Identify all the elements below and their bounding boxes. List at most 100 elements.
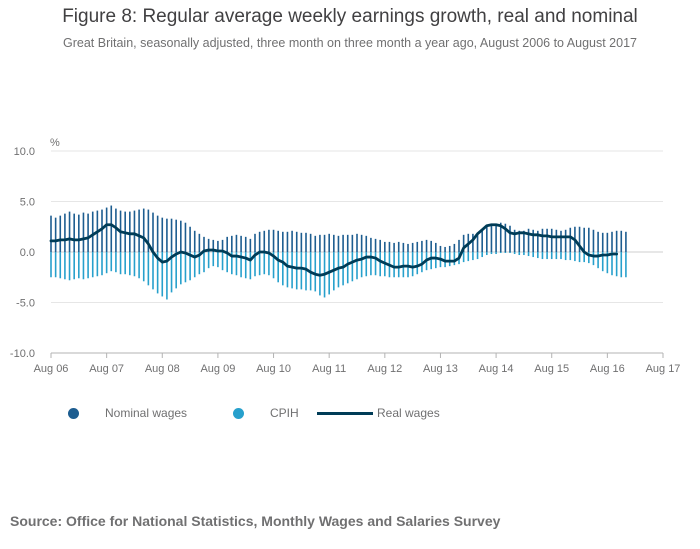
nominal-wages-bar bbox=[425, 239, 428, 252]
nominal-wages-bar bbox=[476, 232, 479, 252]
cpih-bar bbox=[620, 252, 623, 278]
legend-item-real-wages[interactable]: Real wages bbox=[317, 406, 440, 420]
cpih-bar bbox=[286, 252, 289, 288]
nominal-wages-bar bbox=[263, 230, 266, 252]
nominal-wages-bar bbox=[50, 215, 52, 252]
cpih-bar bbox=[597, 252, 599, 269]
cpih-bar bbox=[198, 252, 201, 275]
y-tick-label: 10.0 bbox=[14, 146, 35, 158]
cpih-bar bbox=[462, 252, 465, 263]
cpih-bar bbox=[207, 252, 210, 269]
nominal-wages-bar bbox=[583, 227, 585, 252]
cpih-bar bbox=[411, 252, 414, 277]
cpih-bar bbox=[360, 252, 363, 278]
legend: Nominal wages CPIH Real wages bbox=[0, 406, 700, 426]
cpih-bar bbox=[96, 252, 99, 277]
cpih-bar bbox=[448, 252, 451, 267]
nominal-wages-bar bbox=[421, 240, 423, 252]
cpih-bar bbox=[342, 252, 344, 286]
cpih-bar bbox=[430, 252, 432, 270]
nominal-wages-bar bbox=[295, 231, 298, 252]
nominal-wages-bar bbox=[490, 224, 493, 252]
cpih-bar bbox=[421, 252, 423, 273]
nominal-wages-bar bbox=[397, 241, 400, 252]
nominal-wages-bar bbox=[268, 229, 270, 252]
cpih-bar bbox=[588, 252, 590, 264]
cpih-bar bbox=[379, 252, 381, 277]
nominal-wages-bar bbox=[444, 246, 446, 252]
nominal-wages-bar bbox=[258, 231, 261, 252]
cpih-bar bbox=[226, 252, 228, 273]
cpih-bar bbox=[221, 252, 224, 271]
nominal-wages-bar bbox=[152, 212, 154, 252]
nominal-wages-bar bbox=[435, 242, 437, 252]
cpih-bar bbox=[319, 252, 321, 296]
cpih-bar bbox=[119, 252, 122, 275]
nominal-wages-bar bbox=[509, 225, 511, 252]
nominal-wages-bar bbox=[356, 233, 358, 252]
cpih-bar bbox=[87, 252, 89, 279]
nominal-wages-bar bbox=[620, 230, 623, 252]
nominal-wages-bar bbox=[328, 233, 330, 252]
nominal-wages-bar bbox=[189, 226, 191, 252]
x-tick-label: Aug 06 bbox=[34, 363, 69, 375]
nominal-wages-bar bbox=[226, 236, 228, 252]
nominal-wages-bar bbox=[601, 232, 604, 252]
legend-item-nominal-wages[interactable]: Nominal wages bbox=[68, 406, 187, 420]
nominal-wages-bar bbox=[546, 228, 548, 252]
cpih-bar bbox=[147, 252, 150, 286]
cpih-bar bbox=[300, 252, 303, 290]
cpih-bar bbox=[407, 252, 409, 278]
nominal-wages-bar bbox=[606, 232, 609, 252]
cpih-bar bbox=[254, 252, 256, 277]
cpih-bar bbox=[365, 252, 368, 277]
cpih-bar bbox=[54, 252, 57, 278]
cpih-bar bbox=[101, 252, 103, 276]
cpih-bar bbox=[615, 252, 618, 277]
legend-label-nominal: Nominal wages bbox=[105, 406, 188, 420]
x-tick-label: Aug 10 bbox=[256, 363, 291, 375]
nominal-wages-bar bbox=[231, 235, 233, 252]
nominal-wages-bar bbox=[346, 234, 349, 252]
nominal-wages-bar bbox=[277, 230, 279, 252]
cpih-bar bbox=[416, 252, 419, 275]
cpih-bar bbox=[374, 252, 377, 276]
nominal-wages-bar bbox=[184, 222, 187, 252]
nominal-wages-bar bbox=[578, 226, 581, 252]
nominal-wages-bar bbox=[101, 209, 103, 252]
cpih-bar bbox=[282, 252, 284, 286]
x-tick-label: Aug 15 bbox=[534, 363, 569, 375]
cpih-bar bbox=[142, 252, 145, 282]
nominal-wages-bar bbox=[105, 207, 108, 252]
nominal-wages-bar bbox=[305, 232, 307, 252]
nominal-wages-bar bbox=[472, 233, 474, 252]
nominal-wages-bar bbox=[300, 232, 303, 252]
cpih-bar bbox=[82, 252, 85, 280]
x-tick-label: Aug 16 bbox=[590, 363, 625, 375]
cpih-bar bbox=[133, 252, 136, 277]
cpih-bar bbox=[129, 252, 131, 276]
nominal-wages-bar bbox=[342, 234, 344, 252]
nominal-wages-bar bbox=[333, 234, 335, 252]
nominal-wages-bar bbox=[78, 214, 80, 252]
nominal-wages-bar bbox=[82, 212, 85, 252]
cpih-bar bbox=[504, 252, 507, 254]
nominal-wages-bar bbox=[54, 217, 57, 252]
cpih-bar bbox=[314, 252, 317, 292]
cpih-bar bbox=[291, 252, 293, 289]
nominal-wages-bar bbox=[560, 230, 562, 252]
nominal-wages-bar bbox=[147, 209, 150, 252]
nominal-wages-bar bbox=[615, 230, 618, 252]
nominal-wages-bar bbox=[115, 208, 117, 252]
nominal-wages-bar bbox=[439, 245, 442, 252]
nominal-wages-bar bbox=[499, 222, 502, 252]
legend-item-cpih[interactable]: CPIH bbox=[233, 406, 299, 420]
nominal-wages-bar bbox=[286, 231, 289, 252]
cpih-bar bbox=[578, 252, 581, 263]
nominal-wages-bar bbox=[379, 239, 381, 252]
cpih-bar bbox=[166, 252, 168, 300]
nominal-wages-bar bbox=[597, 231, 599, 252]
nominal-wages-bar bbox=[481, 229, 483, 252]
y-tick-label: 0.0 bbox=[20, 247, 35, 259]
nominal-wages-bar bbox=[384, 241, 386, 252]
